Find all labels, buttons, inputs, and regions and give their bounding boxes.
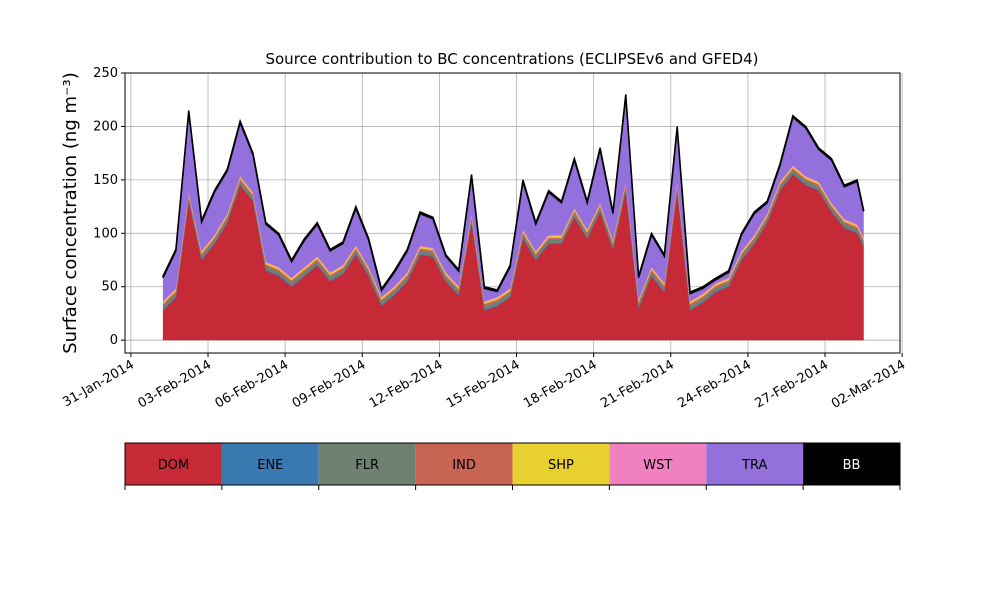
legend-frame	[124, 442, 901, 486]
x-tick-label: 06-Feb-2014	[213, 357, 292, 411]
legend-swatch	[803, 443, 900, 485]
plot-area: 0 50 100 150 200 250 31-Jan-201403-Feb-201406-…	[60, 66, 908, 412]
y-tick-label: 100	[93, 226, 118, 241]
x-tick-label: 24-Feb-2014	[675, 357, 754, 411]
y-tick-label: 250	[93, 66, 118, 81]
legend-swatch	[318, 443, 416, 485]
x-tick-label: 12-Feb-2014	[367, 357, 446, 411]
x-tick-label: 15-Feb-2014	[444, 357, 523, 411]
legend-label: ENE	[257, 458, 283, 473]
plot-frame	[124, 72, 901, 354]
legend-swatch	[609, 443, 707, 485]
x-tick-label: 21-Feb-2014	[598, 357, 677, 411]
y-tick-label: 200	[93, 119, 118, 134]
x-tick-label: 02-Mar-2014	[829, 357, 908, 411]
legend-swatch	[512, 443, 610, 485]
legend-label: BB	[843, 458, 861, 473]
x-tick-label: 31-Jan-2014	[60, 357, 137, 410]
chart-title: Source contribution to BC concentrations…	[265, 50, 758, 68]
x-tick-label: 09-Feb-2014	[290, 357, 369, 411]
area	[162, 94, 865, 295]
legend-label: DOM	[158, 458, 189, 473]
x-tick-label: 03-Feb-2014	[135, 357, 214, 411]
x-tick-label: 18-Feb-2014	[521, 357, 600, 411]
legend-label: FLR	[355, 458, 379, 473]
legend-label: IND	[452, 458, 476, 473]
legend-swatch	[221, 443, 319, 485]
y-tick-label: 50	[101, 280, 118, 295]
legend-swatch	[706, 443, 804, 485]
y-axis-label: Surface concentration (ng m⁻³)	[60, 72, 81, 354]
legend-swatch	[415, 443, 513, 485]
y-tick-label: 150	[93, 173, 118, 188]
legend-label: SHP	[548, 458, 574, 473]
legend-label: TRA	[741, 458, 767, 473]
legend-swatch	[125, 443, 222, 485]
x-tick-label: 27-Feb-2014	[752, 357, 831, 411]
y-tick-label: 0	[110, 333, 118, 348]
legend-label: WST	[643, 458, 672, 473]
legend: DOM ENE FLR IND SHP WST TRA BB	[124, 442, 901, 490]
